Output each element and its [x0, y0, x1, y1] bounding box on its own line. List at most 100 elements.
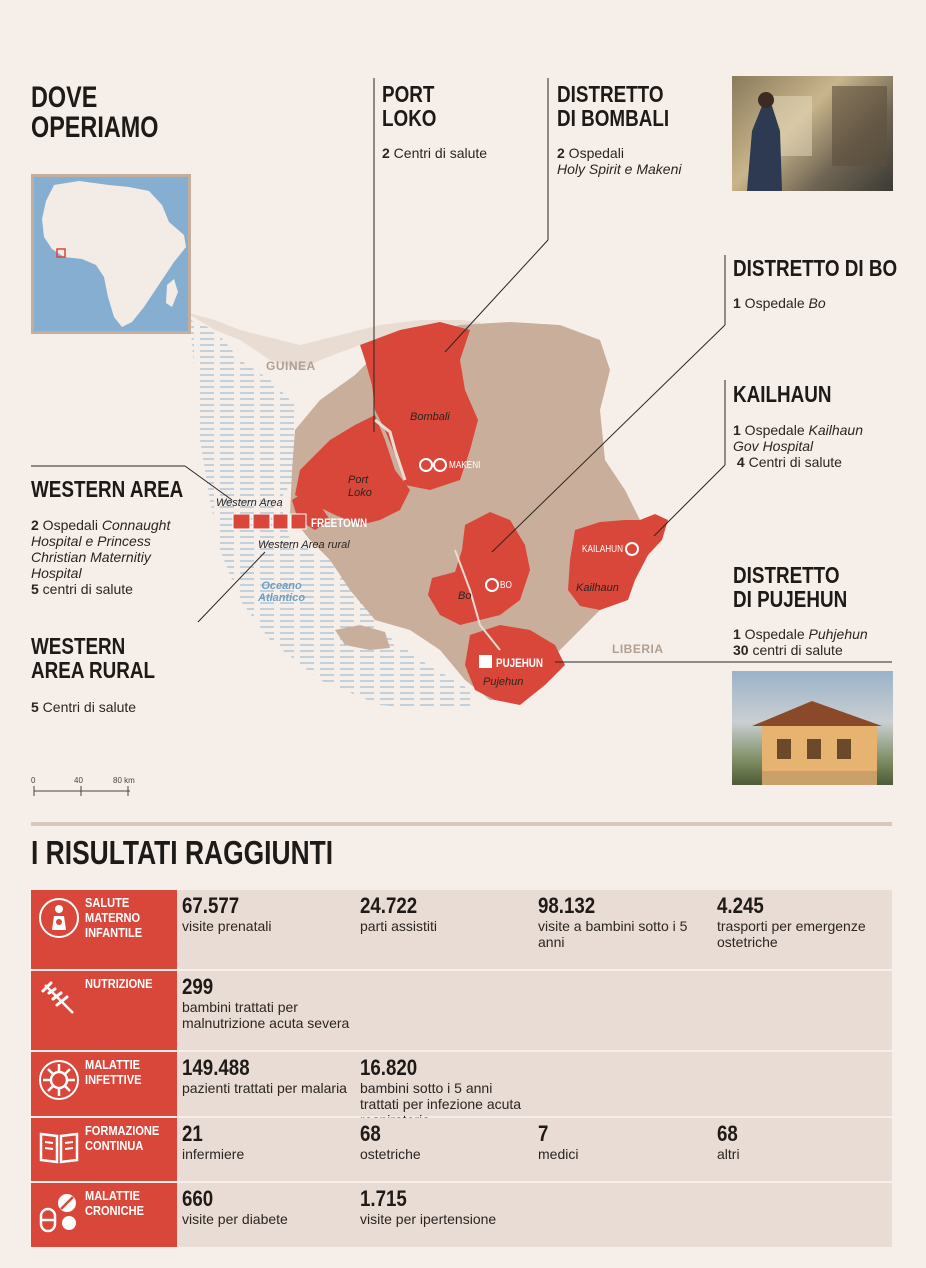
category-label: SALUTE MATERNO INFANTILE	[85, 895, 143, 940]
result-description: visite prenatali	[182, 918, 272, 934]
result-number: 1.715	[360, 1186, 407, 1211]
category-label: NUTRIZIONE	[85, 976, 153, 991]
result-description: pazienti trattati per malaria	[182, 1080, 347, 1096]
pujehun-text: 1 Ospedale Puhjehun 30 centri di salute	[733, 626, 868, 658]
result-number: 21	[182, 1121, 203, 1146]
result-description: parti assistiti	[360, 918, 438, 934]
port-loko-map-label: Port Loko	[348, 474, 372, 499]
values-background	[177, 1052, 892, 1116]
western-rural-title: WESTERN AREA RURAL	[31, 633, 155, 683]
port-loko-title: PORT LOKO	[382, 81, 437, 131]
district-kailahun	[568, 514, 668, 610]
result-number: 67.577	[182, 893, 240, 918]
category-cell: NUTRIZIONE	[31, 971, 177, 1050]
freetown-marker	[252, 513, 271, 530]
bo-text: 1 Ospedale Bo	[733, 295, 826, 311]
district-bombali	[360, 322, 478, 490]
values-background	[177, 890, 892, 969]
result-cell: 4.245 trasporti per emergenze ostetriche	[717, 893, 887, 951]
result-description: ostetriche	[360, 1146, 421, 1162]
pujehun-city-label: PUJEHUN	[496, 656, 544, 670]
river	[454, 549, 501, 651]
result-description: trasporti per emergenze ostetriche	[717, 918, 866, 950]
bombali-text: 2 Ospedali Holy Spirit e Makeni	[557, 145, 682, 177]
bombali-map-label: Bombali	[410, 411, 450, 423]
sherbro-island	[335, 625, 390, 650]
pills-icon	[37, 1189, 81, 1233]
district-pujehun	[465, 625, 565, 705]
pujehun-marker	[479, 655, 492, 668]
bo-marker	[485, 578, 499, 592]
kailahun-map-label: Kailhaun	[576, 582, 619, 594]
wheat-icon	[37, 977, 81, 1021]
result-cell: 149.488 pazienti trattati per malaria	[182, 1055, 352, 1097]
result-description: visite per diabete	[182, 1211, 288, 1227]
result-description: visite per ipertensione	[360, 1211, 497, 1227]
result-cell: 7 medici	[538, 1121, 708, 1163]
result-description: altri	[717, 1146, 740, 1162]
section-divider	[31, 822, 892, 826]
result-cell: 21 infermiere	[182, 1121, 352, 1163]
makeni-marker	[433, 458, 447, 472]
result-number: 98.132	[538, 893, 596, 918]
bo-title: DISTRETTO DI BO	[733, 255, 898, 281]
category-cell: FORMAZIONE CONTINUA	[31, 1118, 177, 1181]
kailhaun-text: 1 Ospedale Kailhaun Gov Hospital 4 Centr…	[733, 422, 864, 470]
result-cell: 24.722 parti assistiti	[360, 893, 530, 935]
kailhaun-title: KAILHAUN	[733, 381, 832, 407]
result-description: medici	[538, 1146, 579, 1162]
result-number: 299	[182, 974, 214, 999]
map-markers	[232, 458, 639, 668]
mother-child-icon	[37, 896, 81, 940]
results-row: FORMAZIONE CONTINUA 21 infermiere 68 ostetric…	[31, 1118, 892, 1181]
pujehun-title: DISTRETTO DI PUJEHUN	[733, 562, 848, 612]
result-cell: 68 ostetriche	[360, 1121, 530, 1163]
freetown-marker	[272, 513, 289, 530]
hospital-building-photo	[732, 671, 893, 785]
guinea-land	[185, 312, 480, 370]
results-row: SALUTE MATERNO INFANTILE 67.577 visite prena…	[31, 890, 892, 969]
category-label: MALATTIE INFETTIVE	[85, 1057, 142, 1087]
western-area-map-label: Western Area	[216, 497, 283, 509]
western-area-title: WESTERN AREA	[31, 476, 184, 502]
virus-icon	[37, 1058, 81, 1102]
result-cell: 68 altri	[717, 1122, 887, 1163]
result-cell: 299 bambini trattati per malnutrizione ac…	[182, 974, 352, 1032]
bo-map-label: Bo	[458, 590, 472, 602]
map	[31, 78, 892, 796]
makeni-marker	[419, 458, 433, 472]
category-cell: MALATTIE CRONICHE	[31, 1183, 177, 1247]
category-cell: MALATTIE INFETTIVE	[31, 1052, 177, 1116]
river	[374, 418, 407, 481]
result-number: 4.245	[717, 893, 764, 918]
result-number: 7	[538, 1121, 549, 1146]
freetown-marker	[232, 513, 251, 530]
result-cell: 660 visite per diabete	[182, 1186, 352, 1228]
result-description: bambini trattati per malnutrizione acuta…	[182, 999, 350, 1031]
result-number: 149.488	[182, 1055, 250, 1080]
values-background	[177, 971, 892, 1050]
result-cell: 67.577 visite prenatali	[182, 893, 352, 935]
values-background	[177, 1183, 892, 1247]
freetown-city-label: FREETOWN	[311, 516, 368, 530]
pujehun-map-label: Pujehun	[483, 676, 524, 688]
result-number: 660	[182, 1186, 214, 1211]
guinea-label: GUINEA	[266, 359, 316, 373]
bombali-title: DISTRETTO DI BOMBALI	[557, 81, 670, 131]
scale-bar	[33, 786, 130, 796]
result-description: infermiere	[182, 1146, 245, 1162]
makeni-city-label: MAKENI	[449, 460, 481, 471]
result-number: 68	[360, 1121, 381, 1146]
scale-label-0: 0	[31, 776, 36, 785]
values-background	[177, 1118, 892, 1181]
result-description: visite a bambini sotto i 5 anni	[538, 918, 688, 950]
result-number: 16.820	[360, 1055, 418, 1080]
freetown-marker	[290, 513, 307, 530]
port-loko-text: 2 Centri di salute	[382, 145, 488, 161]
scale-label-40: 40	[74, 776, 83, 785]
result-number: 24.722	[360, 893, 418, 918]
result-cell: 98.132 visite a bambini sotto i 5 anni	[538, 893, 708, 951]
western-rural-map-label: Western Area rural	[258, 539, 350, 551]
district-port-loko	[295, 415, 410, 525]
liberia-label: LIBERIA	[612, 642, 664, 656]
